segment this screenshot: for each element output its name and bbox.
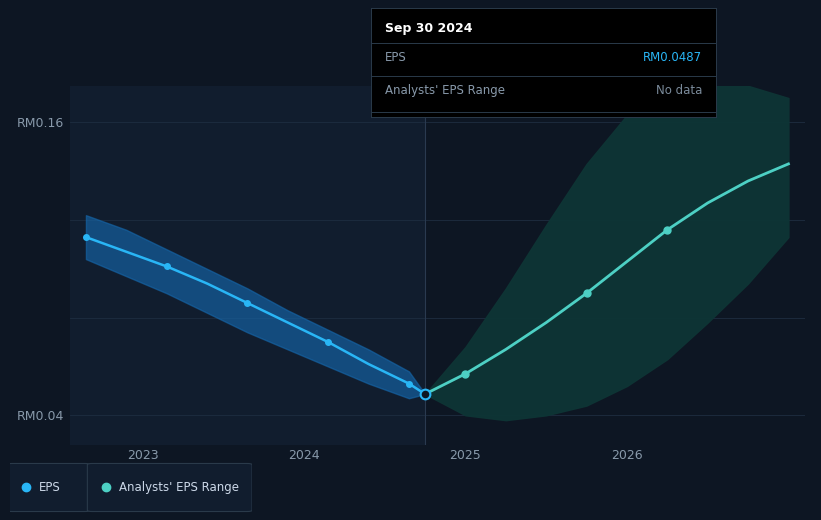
- Text: EPS: EPS: [39, 481, 61, 494]
- FancyBboxPatch shape: [87, 463, 252, 512]
- Text: Analysts Forecasts: Analysts Forecasts: [429, 89, 539, 102]
- Text: Analysts' EPS Range: Analysts' EPS Range: [119, 481, 239, 494]
- Text: Sep 30 2024: Sep 30 2024: [385, 22, 472, 35]
- Bar: [70, 86, 425, 445]
- Text: No data: No data: [656, 84, 702, 97]
- Text: Actual: Actual: [385, 89, 422, 102]
- Bar: [425, 86, 805, 445]
- FancyBboxPatch shape: [7, 463, 89, 512]
- Text: EPS: EPS: [385, 51, 406, 64]
- Text: Analysts' EPS Range: Analysts' EPS Range: [385, 84, 505, 97]
- Text: RM0.0487: RM0.0487: [643, 51, 702, 64]
